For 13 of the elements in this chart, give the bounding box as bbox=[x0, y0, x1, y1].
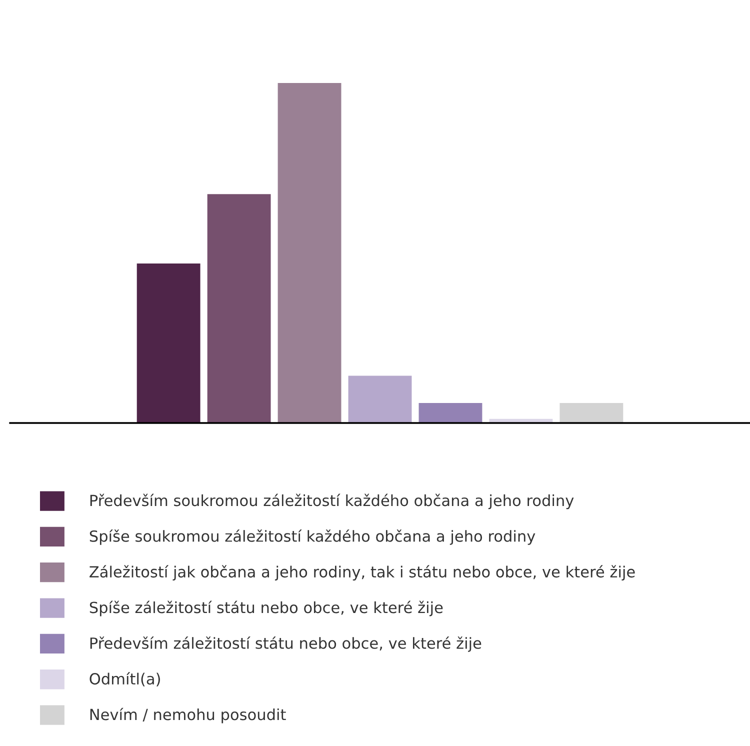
legend-label: Spíše soukromou záležitostí každého občana a jeho rodiny bbox=[90, 529, 536, 545]
legend-label: Především soukromou záležitostí každého občana a jeho rodiny bbox=[90, 494, 574, 510]
legend-label: Spíše záležitostí státu nebo obce, ve které žije bbox=[90, 600, 443, 616]
legend-label: Záležitostí jak občana a jeho rodiny, tak i státu nebo obce, ve které žije bbox=[90, 565, 635, 581]
legend-label: Odmítl(a) bbox=[90, 672, 160, 686]
legend-label: Nevím / nemohu posoudit bbox=[90, 708, 286, 724]
bar bbox=[136, 264, 200, 423]
bar bbox=[278, 83, 342, 423]
legend-label: Především záležitostí státu nebo obce, ve které žije bbox=[90, 636, 482, 652]
bar bbox=[560, 402, 624, 423]
bar bbox=[348, 376, 412, 423]
bar bbox=[418, 402, 482, 423]
bar bbox=[207, 194, 271, 423]
